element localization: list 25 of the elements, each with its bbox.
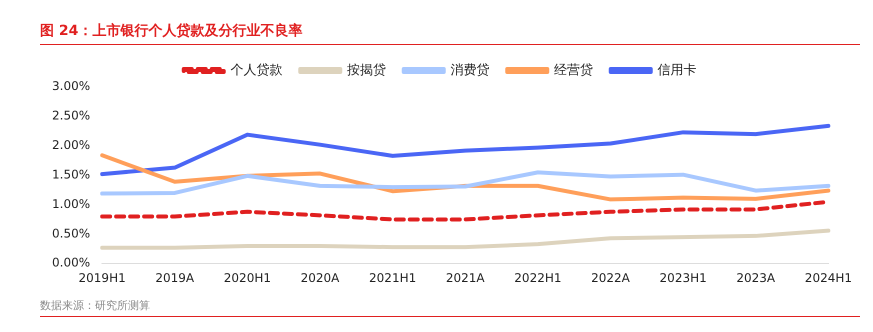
y-tick-label: 3.00%	[52, 79, 90, 94]
y-tick-label: 2.50%	[52, 108, 90, 123]
legend-label: 消费贷	[450, 62, 490, 78]
y-tick-label: 1.00%	[52, 196, 90, 211]
y-tick-label: 0.00%	[52, 256, 90, 270]
x-tick-label: 2021A	[446, 270, 486, 285]
x-tick-label: 2022A	[591, 270, 631, 285]
x-tick-label: 2019H1	[78, 270, 126, 285]
x-tick-label: 2023H1	[660, 270, 707, 285]
x-tick-label: 2021H1	[369, 270, 416, 285]
x-tick-label: 2022H1	[514, 270, 562, 285]
legend-label: 信用卡	[657, 62, 696, 78]
x-tick-label: 2020H1	[224, 270, 271, 285]
legend-label: 按揭贷	[346, 62, 386, 78]
y-tick-label: 2.00%	[52, 138, 90, 152]
chart-title: 图 24：上市银行个人贷款及分行业不良率	[40, 22, 302, 40]
x-tick-label: 2019A	[155, 270, 195, 285]
legend-label: 经营贷	[554, 62, 593, 78]
source-note: 数据来源：研究所测算	[40, 298, 150, 313]
x-tick-label: 2024H1	[804, 270, 852, 285]
y-tick-label: 0.50%	[52, 226, 90, 240]
y-tick-label: 1.50%	[52, 167, 90, 182]
x-tick-label: 2023A	[736, 270, 776, 285]
legend-label: 个人贷款	[230, 62, 282, 78]
x-tick-label: 2020A	[300, 270, 340, 285]
